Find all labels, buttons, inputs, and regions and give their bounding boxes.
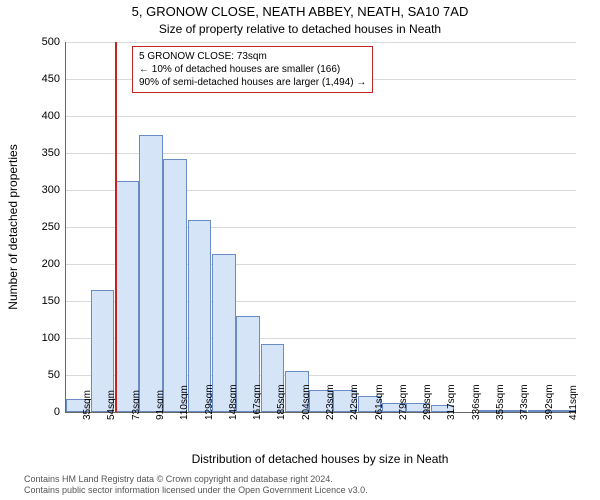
annotation-line-2: ← 10% of detached houses are smaller (16… xyxy=(139,63,366,76)
y-tick-label: 100 xyxy=(42,332,66,344)
x-tick-label: 298sqm xyxy=(422,384,433,420)
x-tick-label: 373sqm xyxy=(519,384,530,420)
plot-area: 05010015020025030035040045050035sqm54sqm… xyxy=(65,42,576,413)
y-tick-label: 400 xyxy=(42,110,66,122)
x-tick-label: 355sqm xyxy=(495,384,506,420)
chart-title-main: 5, GRONOW CLOSE, NEATH ABBEY, NEATH, SA1… xyxy=(0,4,600,19)
y-gridline xyxy=(66,116,576,117)
y-tick-label: 0 xyxy=(54,406,66,418)
histogram-bar xyxy=(188,220,212,412)
histogram-bar xyxy=(163,159,187,412)
y-tick-label: 200 xyxy=(42,258,66,270)
y-tick-label: 450 xyxy=(42,73,66,85)
y-gridline xyxy=(66,42,576,43)
y-tick-label: 500 xyxy=(42,36,66,48)
chart-title-sub: Size of property relative to detached ho… xyxy=(0,22,600,36)
y-tick-label: 250 xyxy=(42,221,66,233)
x-tick-label: 336sqm xyxy=(471,384,482,420)
x-tick-label: 392sqm xyxy=(544,384,555,420)
annotation-line-3: 90% of semi-detached houses are larger (… xyxy=(139,76,366,89)
y-tick-label: 350 xyxy=(42,147,66,159)
x-tick-label: 411sqm xyxy=(568,385,579,420)
annotation-box: 5 GRONOW CLOSE: 73sqm ← 10% of detached … xyxy=(132,46,373,93)
x-tick-label: 317sqm xyxy=(446,384,457,420)
y-tick-label: 300 xyxy=(42,184,66,196)
y-axis-label: Number of detached properties xyxy=(6,42,24,412)
histogram-bar xyxy=(115,181,139,412)
histogram-bar xyxy=(139,135,163,413)
footer-line-2: Contains public sector information licen… xyxy=(24,485,368,496)
y-tick-label: 150 xyxy=(42,295,66,307)
reference-marker-line xyxy=(115,42,117,412)
chart-footer: Contains HM Land Registry data © Crown c… xyxy=(24,474,368,497)
annotation-line-1: 5 GRONOW CLOSE: 73sqm xyxy=(139,50,366,63)
y-tick-label: 50 xyxy=(48,369,66,381)
x-axis-label: Distribution of detached houses by size … xyxy=(65,452,575,466)
footer-line-1: Contains HM Land Registry data © Crown c… xyxy=(24,474,368,485)
